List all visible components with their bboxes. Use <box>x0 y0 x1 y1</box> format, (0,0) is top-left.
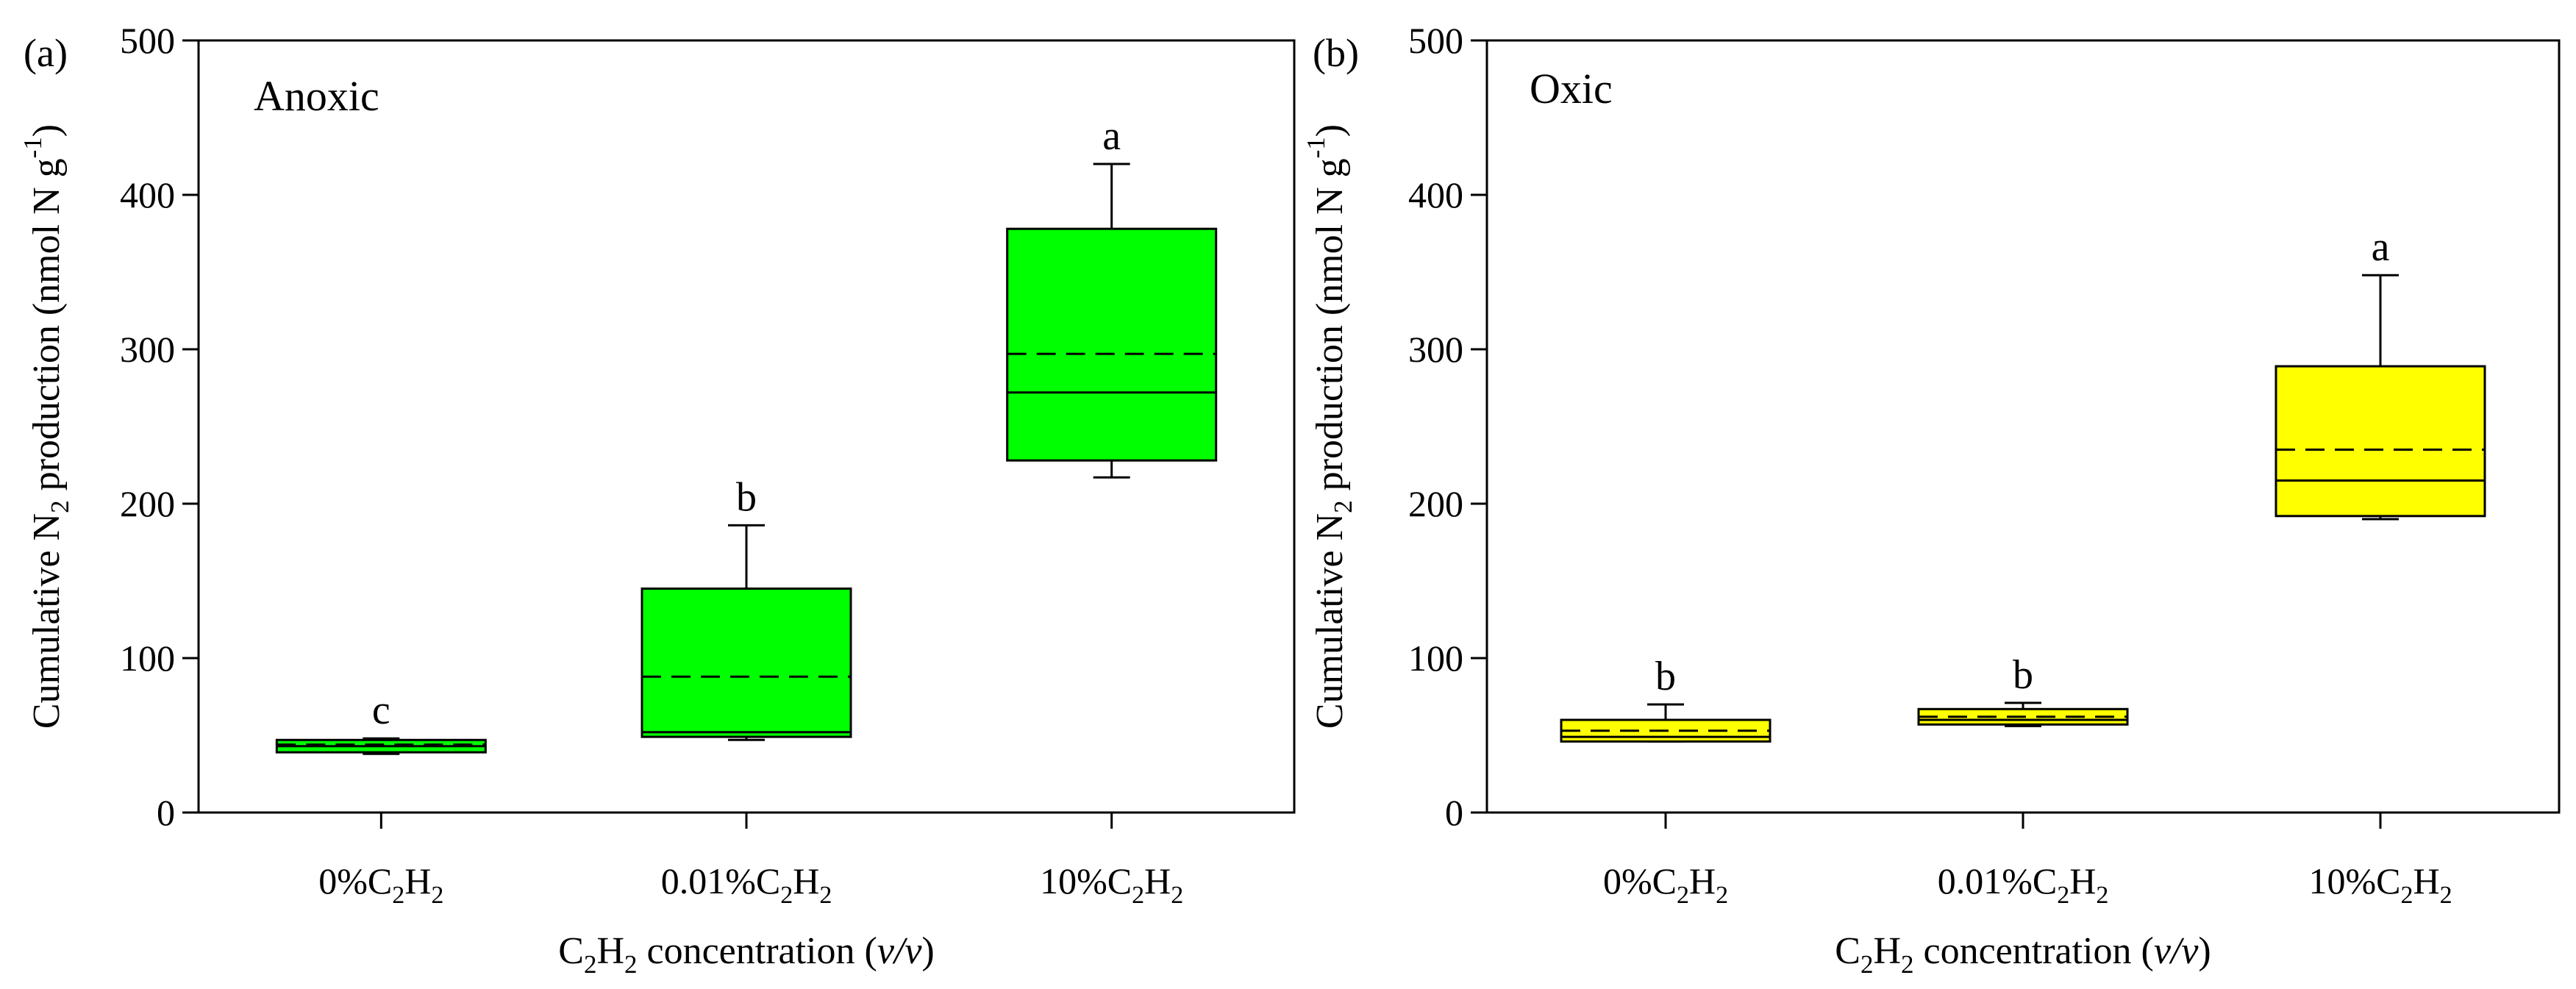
y-tick-label: 400 <box>1408 174 1463 215</box>
panel-title: Oxic <box>1530 65 1613 113</box>
panel-label: (a) <box>24 31 68 75</box>
x-category-label: 0%C2H2 <box>1603 860 1728 909</box>
box-1: b <box>1560 654 1772 743</box>
significance-letter: b <box>2013 652 2033 698</box>
y-tick-label: 0 <box>157 792 175 833</box>
y-axis-title: Cumulative N2 production (nmol N g-1) <box>18 124 74 729</box>
box-body <box>641 588 852 738</box>
x-axis-title: C2H2 concentration (v/v) <box>1835 930 2211 979</box>
significance-letter: a <box>2372 224 2390 270</box>
y-tick-label: 500 <box>120 20 175 61</box>
box-3: a <box>2274 224 2486 521</box>
panel-label: (b) <box>1313 31 1359 75</box>
y-tick-label: 100 <box>1408 638 1463 679</box>
box-body <box>1006 227 1218 462</box>
y-tick-label: 300 <box>120 329 175 370</box>
y-tick-label: 200 <box>1408 483 1463 524</box>
x-category-label: 10%C2H2 <box>1040 860 1183 909</box>
box-3: a <box>1006 113 1218 479</box>
y-tick-label: 400 <box>120 174 175 215</box>
x-category-label: 0.01%C2H2 <box>1938 860 2109 909</box>
panel-title: Anoxic <box>254 72 379 120</box>
box-1: c <box>275 688 487 755</box>
box-body <box>2274 365 2486 518</box>
y-tick-label: 300 <box>1408 329 1463 370</box>
x-axis-title: C2H2 concentration (v/v) <box>558 930 935 979</box>
significance-letter: c <box>372 688 390 733</box>
significance-letter: b <box>1655 654 1676 699</box>
y-tick-label: 100 <box>120 638 175 679</box>
box-2: b <box>1917 652 2129 727</box>
x-category-label: 0%C2H2 <box>318 860 443 909</box>
y-axis-title: Cumulative N2 production (nmol N g-1) <box>1302 124 1357 729</box>
y-tick-label: 200 <box>120 483 175 524</box>
panel-a: 0 100 200 300 400 500 0%C2H2 0.01%C2H2 10%C2H2 c b… <box>18 20 1296 979</box>
panel-b: 0 100 200 300 400 500 0%C2H2 0.01%C2H2 10%C2H2 b b… <box>1302 20 2561 979</box>
y-tick-label: 0 <box>1445 792 1463 833</box>
x-category-label: 10%C2H2 <box>2308 860 2452 909</box>
significance-letter: b <box>736 474 757 520</box>
x-category-label: 0.01%C2H2 <box>661 860 832 909</box>
box-2: b <box>641 474 852 741</box>
significance-letter: a <box>1102 113 1121 159</box>
y-tick-label: 500 <box>1408 20 1463 61</box>
